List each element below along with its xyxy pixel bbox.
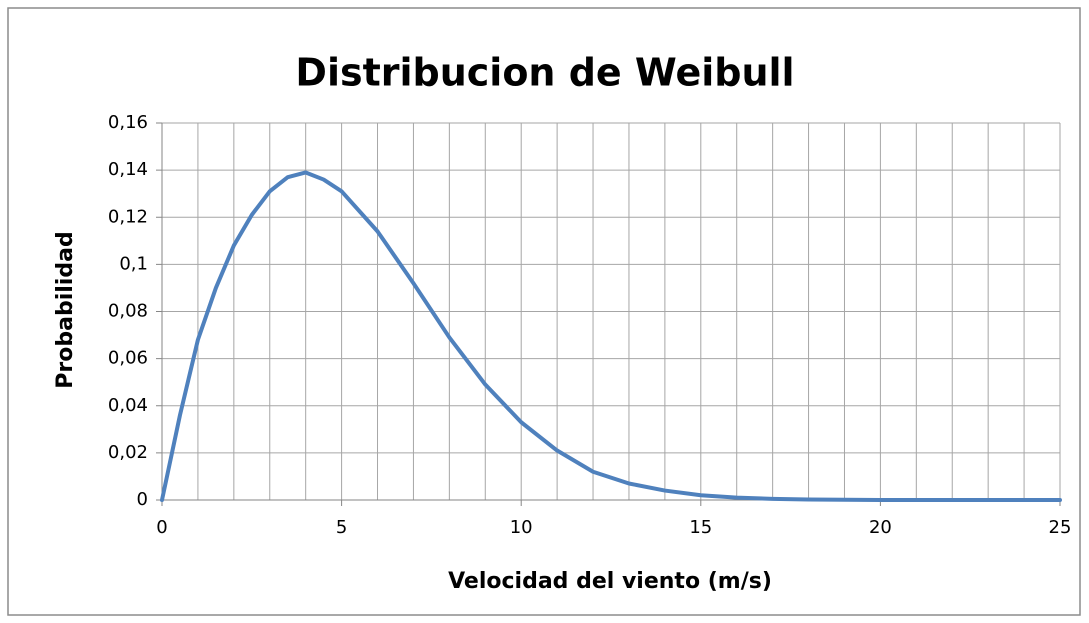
chart-title: Distribucion de Weibull: [295, 51, 794, 95]
x-tick-label: 25: [1049, 517, 1072, 538]
y-tick-label: 0: [137, 489, 148, 510]
x-tick-label: 15: [689, 517, 712, 538]
y-tick-label: 0,12: [108, 206, 148, 227]
y-tick-label: 0,08: [108, 301, 148, 322]
line-series: [160, 170, 1062, 502]
y-tick-label: 0,1: [119, 253, 148, 274]
x-tick-label: 5: [336, 517, 347, 538]
x-tick-label: 20: [869, 517, 892, 538]
x-tick-label: 0: [156, 517, 167, 538]
y-tick-label: 0,16: [108, 112, 148, 133]
y-tick-label: 0,02: [108, 442, 148, 463]
y-tick-label: 0,06: [108, 348, 148, 369]
x-axis-label: Velocidad del viento (m/s): [448, 569, 772, 594]
y-axis-label: Probabilidad: [53, 231, 78, 388]
y-tick-label: 0,14: [108, 159, 148, 180]
x-tick-label: 10: [510, 517, 533, 538]
y-tick-label: 0,04: [108, 395, 148, 416]
